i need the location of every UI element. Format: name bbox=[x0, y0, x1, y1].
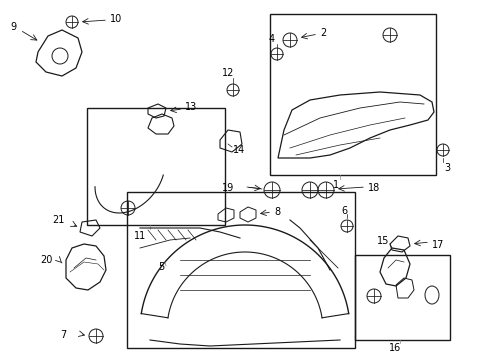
Text: 6: 6 bbox=[340, 206, 346, 216]
Text: 8: 8 bbox=[273, 207, 280, 217]
Text: 1: 1 bbox=[332, 180, 338, 190]
Text: 15: 15 bbox=[376, 236, 388, 246]
Text: 10: 10 bbox=[110, 14, 122, 24]
Text: 16: 16 bbox=[388, 343, 400, 353]
Text: 12: 12 bbox=[222, 68, 234, 78]
Text: 18: 18 bbox=[367, 183, 380, 193]
Text: 20: 20 bbox=[40, 255, 52, 265]
Text: 4: 4 bbox=[268, 34, 274, 44]
Text: 21: 21 bbox=[52, 215, 64, 225]
Text: 9: 9 bbox=[10, 22, 16, 32]
Text: 5: 5 bbox=[158, 262, 163, 272]
Text: 3: 3 bbox=[443, 163, 449, 173]
Text: 14: 14 bbox=[232, 145, 245, 155]
Text: 13: 13 bbox=[184, 102, 197, 112]
Bar bbox=[354, 255, 449, 340]
Bar bbox=[127, 192, 354, 348]
Bar bbox=[269, 14, 435, 175]
Text: 11: 11 bbox=[134, 231, 146, 241]
Bar bbox=[87, 108, 224, 225]
Text: 17: 17 bbox=[431, 240, 444, 250]
Text: 7: 7 bbox=[60, 330, 66, 340]
Text: 2: 2 bbox=[319, 28, 325, 38]
Text: 19: 19 bbox=[222, 183, 234, 193]
